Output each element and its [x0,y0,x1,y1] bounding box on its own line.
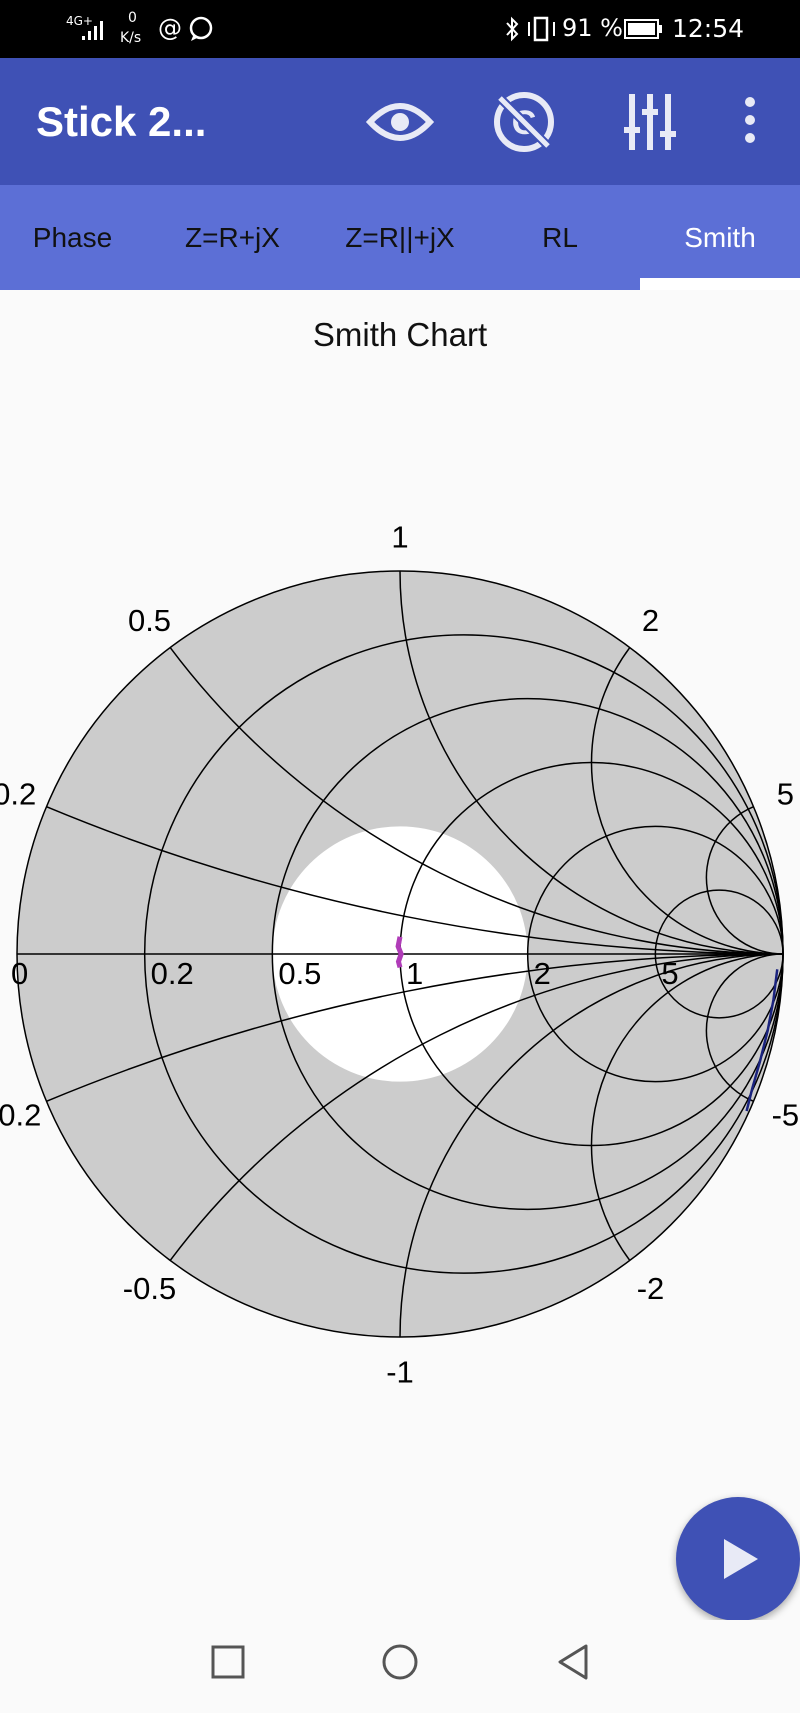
network-type: 4G+ [66,14,93,28]
tab-bar: Phase Z=R+jX Z=R||+jX RL Smith [0,185,800,290]
tune-sliders-icon[interactable] [614,86,686,158]
more-vert-icon[interactable] [714,86,786,158]
reactance-arc [169,647,784,955]
status-bar: 4G+ 0 K/s @ 91 % 12:54 [0,0,800,58]
navigation-bar [0,1620,800,1713]
reactance-label: -5 [772,1098,800,1133]
app-title: Stick 2... [36,98,207,145]
play-button[interactable] [676,1497,800,1621]
reactance-arc [46,953,784,1103]
tab-z-parallel[interactable]: Z=R||+jX [345,222,455,253]
battery-icon [624,19,662,39]
reactance-arc [399,953,784,1338]
reactance-label: 1 [391,520,408,555]
resistance-label: 0.2 [151,956,194,991]
reactance-label: -1 [386,1354,414,1389]
vibrate-icon [528,16,555,42]
reactance-label: 5 [777,776,794,811]
reactance-arc [590,953,784,1261]
reactance-label: 0.5 [128,603,171,638]
back-triangle-icon[interactable] [552,1642,592,1682]
trace-2 [745,969,779,1112]
trace-1 [395,936,404,969]
resistance-label: 5 [661,956,678,991]
chart-title: Smith Chart [312,316,488,353]
play-icon [724,1539,758,1579]
speed-unit: K/s [120,30,142,46]
reactance-label: 0.2 [0,776,36,811]
outer-circle [16,570,784,1338]
smith-chart: 0 0.2 0.5 1 2 5 0.2 0.5 1 2 5 -0.2 -0.5 -1 -2 -5 [0,520,800,1390]
reactance-arc [705,953,784,1103]
reactance-arc [46,805,784,955]
recents-square-icon[interactable] [208,1642,248,1682]
home-circle-icon[interactable] [380,1642,420,1682]
no-c-icon[interactable]: C [488,86,560,158]
tab-smith[interactable]: Smith [684,222,756,253]
tab-phase[interactable]: Phase [32,222,113,253]
clock: 12:54 [672,14,745,43]
reactance-label: -2 [637,1271,665,1306]
reactance-arc [399,570,784,955]
battery-percent: 91 % [562,14,623,42]
tab-indicator [640,278,800,290]
reactance-arc [705,806,784,955]
tab-z-series[interactable]: Z=R+jX [185,222,280,253]
reactance-arc [169,953,784,1261]
reactance-arc [590,647,784,955]
app-toolbar: Stick 2... C [0,58,800,185]
signal-icon [82,21,103,40]
whatsapp-icon [189,16,213,41]
bluetooth-icon [506,16,519,42]
resistance-label: 0.5 [278,956,321,991]
eye-icon[interactable] [364,86,436,158]
resistance-label: 2 [534,956,551,991]
reactance-label: -0.5 [123,1271,176,1306]
resistance-label: 0 [11,956,28,991]
speed-value: 0 [128,10,137,26]
resistance-label: 1 [406,956,423,991]
tab-rl[interactable]: RL [542,222,578,253]
reactance-label: -0.2 [0,1098,41,1133]
reactance-label: 2 [642,603,659,638]
mail-icon: @ [158,14,182,42]
